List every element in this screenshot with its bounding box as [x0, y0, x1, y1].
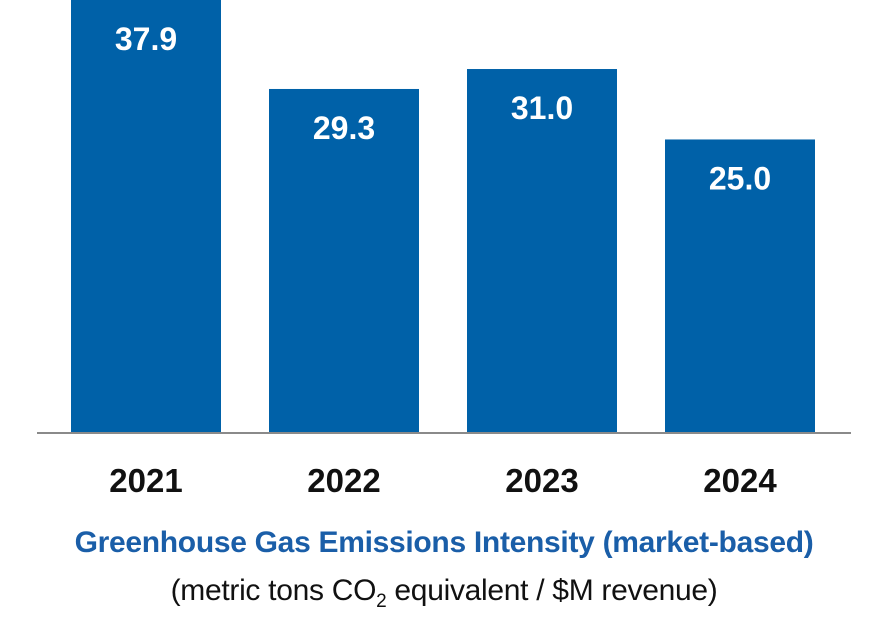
x-tick-label: 2022	[307, 462, 380, 499]
bar-value-label: 37.9	[115, 21, 177, 57]
chart-title: Greenhouse Gas Emissions Intensity (mark…	[74, 526, 814, 559]
subtitle-text-after: equivalent / $M revenue)	[386, 574, 718, 607]
bar-value-label: 31.0	[511, 90, 573, 126]
x-tick-label: 2024	[703, 462, 777, 499]
chart-subtitle: (metric tons CO2 equivalent / $M revenue…	[0, 574, 888, 611]
x-tick-label: 2023	[505, 462, 578, 499]
bar-2023	[467, 69, 617, 433]
bar-value-label: 25.0	[709, 160, 771, 196]
bar-chart: 37.9 29.3 31.0 25.0 2021 2022 2023 2024	[37, 0, 851, 499]
x-tick-label: 2021	[109, 462, 182, 499]
bar-2024	[665, 139, 815, 433]
bar-2022	[269, 88, 419, 433]
bar-value-label: 29.3	[313, 110, 375, 146]
bars: 37.9 29.3 31.0 25.0	[71, 0, 815, 433]
subtitle-text-before: (metric tons CO	[170, 574, 377, 607]
bar-2021	[71, 0, 221, 433]
subtitle-subscript: 2	[376, 591, 387, 612]
x-tick-labels: 2021 2022 2023 2024	[109, 462, 777, 499]
